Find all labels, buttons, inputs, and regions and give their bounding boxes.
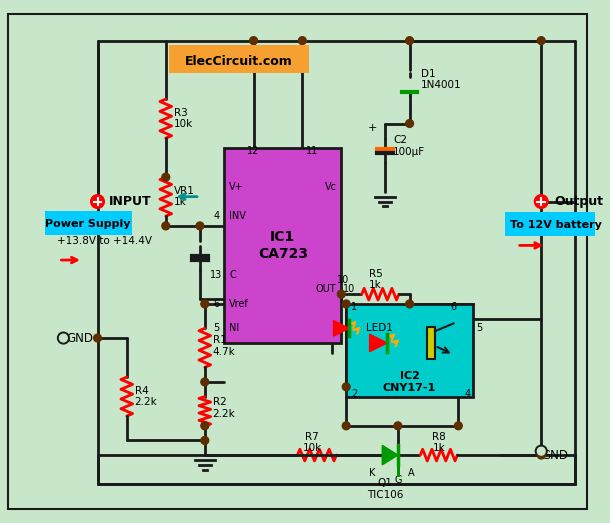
Text: +13.8V to +14.4V: +13.8V to +14.4V <box>57 235 151 245</box>
FancyBboxPatch shape <box>505 212 606 236</box>
Text: GND: GND <box>541 449 569 462</box>
Text: 10: 10 <box>343 285 355 294</box>
Circle shape <box>196 222 204 230</box>
Text: 10: 10 <box>337 275 350 285</box>
Text: VR1
1k: VR1 1k <box>174 186 195 208</box>
Text: ElecCircuit.com: ElecCircuit.com <box>185 54 293 67</box>
Circle shape <box>534 195 548 208</box>
Circle shape <box>394 422 402 430</box>
Circle shape <box>57 332 70 344</box>
Text: A: A <box>408 468 415 477</box>
Text: Power Supply: Power Supply <box>45 219 131 229</box>
Text: GND: GND <box>66 332 93 345</box>
Text: R1
4.7k: R1 4.7k <box>213 335 235 357</box>
Circle shape <box>406 120 414 128</box>
Circle shape <box>201 422 209 430</box>
Circle shape <box>537 447 545 455</box>
Text: Vc: Vc <box>325 182 337 192</box>
Text: 6: 6 <box>450 302 456 312</box>
Text: NI: NI <box>229 323 239 333</box>
Text: INPUT: INPUT <box>109 195 152 208</box>
Text: 13: 13 <box>210 270 223 280</box>
FancyBboxPatch shape <box>45 211 132 235</box>
Polygon shape <box>370 334 387 351</box>
Circle shape <box>406 37 414 44</box>
Text: IC1
CA723: IC1 CA723 <box>258 230 308 260</box>
Circle shape <box>162 173 170 181</box>
Text: R4
2.2k: R4 2.2k <box>135 386 157 407</box>
FancyBboxPatch shape <box>169 46 309 73</box>
Polygon shape <box>382 445 398 465</box>
Text: 4: 4 <box>465 389 471 399</box>
Text: G: G <box>394 475 401 485</box>
Text: C2
100μF: C2 100μF <box>393 135 425 157</box>
Circle shape <box>201 437 209 445</box>
Circle shape <box>201 378 209 386</box>
Circle shape <box>337 290 345 298</box>
Text: Q1
TIC106: Q1 TIC106 <box>367 479 403 500</box>
Text: 12: 12 <box>248 146 260 156</box>
Text: Output: Output <box>554 195 603 208</box>
Bar <box>224 148 342 343</box>
Text: C: C <box>229 270 236 280</box>
Text: 1: 1 <box>351 302 357 312</box>
Bar <box>346 304 473 396</box>
Circle shape <box>537 451 545 459</box>
Text: D1
1N4001: D1 1N4001 <box>422 69 462 90</box>
Polygon shape <box>334 321 349 336</box>
Text: INV: INV <box>229 211 246 221</box>
Text: R5
1k: R5 1k <box>368 269 382 290</box>
Circle shape <box>342 383 350 391</box>
Text: 11: 11 <box>306 146 318 156</box>
Text: 6: 6 <box>214 299 220 309</box>
Circle shape <box>91 195 104 208</box>
Text: 4: 4 <box>214 211 220 221</box>
Circle shape <box>342 422 350 430</box>
Circle shape <box>249 37 257 44</box>
Text: V+: V+ <box>229 182 244 192</box>
Circle shape <box>454 422 462 430</box>
Bar <box>427 327 435 359</box>
Text: Vref: Vref <box>229 299 249 309</box>
Circle shape <box>406 300 414 308</box>
Circle shape <box>342 300 350 308</box>
Text: R2
2.2k: R2 2.2k <box>213 397 235 419</box>
Text: R3
10k: R3 10k <box>174 108 193 129</box>
Text: 2: 2 <box>351 389 357 399</box>
Circle shape <box>201 300 209 308</box>
Text: LED1: LED1 <box>366 323 393 333</box>
Circle shape <box>60 334 67 342</box>
Circle shape <box>537 37 545 44</box>
Text: To 12V battery: To 12V battery <box>510 220 602 230</box>
Text: 5: 5 <box>214 323 220 333</box>
Circle shape <box>536 445 547 457</box>
Text: +: + <box>368 123 377 133</box>
Text: K: K <box>369 468 376 477</box>
Circle shape <box>162 222 170 230</box>
Text: IC2
CNY17-1: IC2 CNY17-1 <box>383 371 436 393</box>
Circle shape <box>298 37 306 44</box>
Text: 5: 5 <box>476 323 482 333</box>
Text: R8
1k: R8 1k <box>432 431 446 453</box>
Text: R7
10k: R7 10k <box>303 431 321 453</box>
Text: OUT: OUT <box>316 285 337 294</box>
Circle shape <box>93 334 101 342</box>
